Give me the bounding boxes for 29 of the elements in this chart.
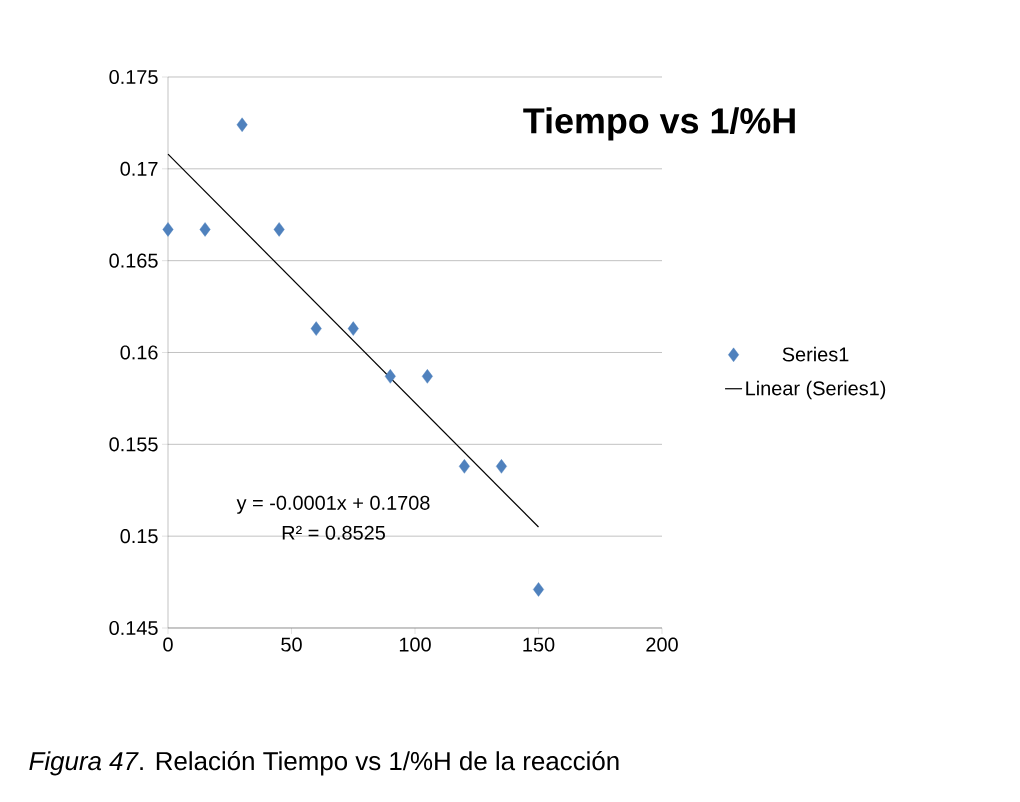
point — [236, 117, 248, 132]
annotation: R² = 0.8525 — [282, 525, 385, 540]
y-tick-label: 0.17 — [120, 161, 158, 176]
text: Tiempo vs 1/%H — [523, 107, 795, 141]
point — [458, 459, 470, 474]
x-tick-label: 0 — [163, 637, 173, 652]
point — [273, 222, 285, 237]
point — [496, 459, 507, 474]
y-tick-label: 0.15 — [120, 529, 158, 544]
y-tick-label: 0.165 — [109, 253, 158, 268]
y-tick-label: 0.155 — [109, 437, 158, 452]
y-tick-label: 0.145 — [109, 620, 158, 636]
text: Figura 47. Relación Tiempo vs 1/%H de la reacción — [29, 750, 619, 776]
point — [310, 321, 322, 336]
point — [384, 369, 396, 384]
point — [421, 369, 433, 384]
annotation: y = -0.0001x + 0.1708 — [236, 495, 430, 514]
point — [347, 321, 359, 336]
y-tick-label: 0.175 — [109, 69, 158, 85]
legend-label: Linear (Series1) — [746, 380, 886, 400]
point — [533, 582, 544, 597]
x-tick-label: 100 — [399, 637, 431, 652]
point — [199, 222, 211, 237]
point — [162, 222, 174, 237]
legend-label: Series1 — [782, 346, 849, 362]
x-tick-label: 50 — [281, 637, 302, 652]
y-tick-label: 0.16 — [120, 345, 158, 360]
x-tick-label: 200 — [646, 637, 678, 652]
x-tick-label: 150 — [523, 637, 555, 652]
